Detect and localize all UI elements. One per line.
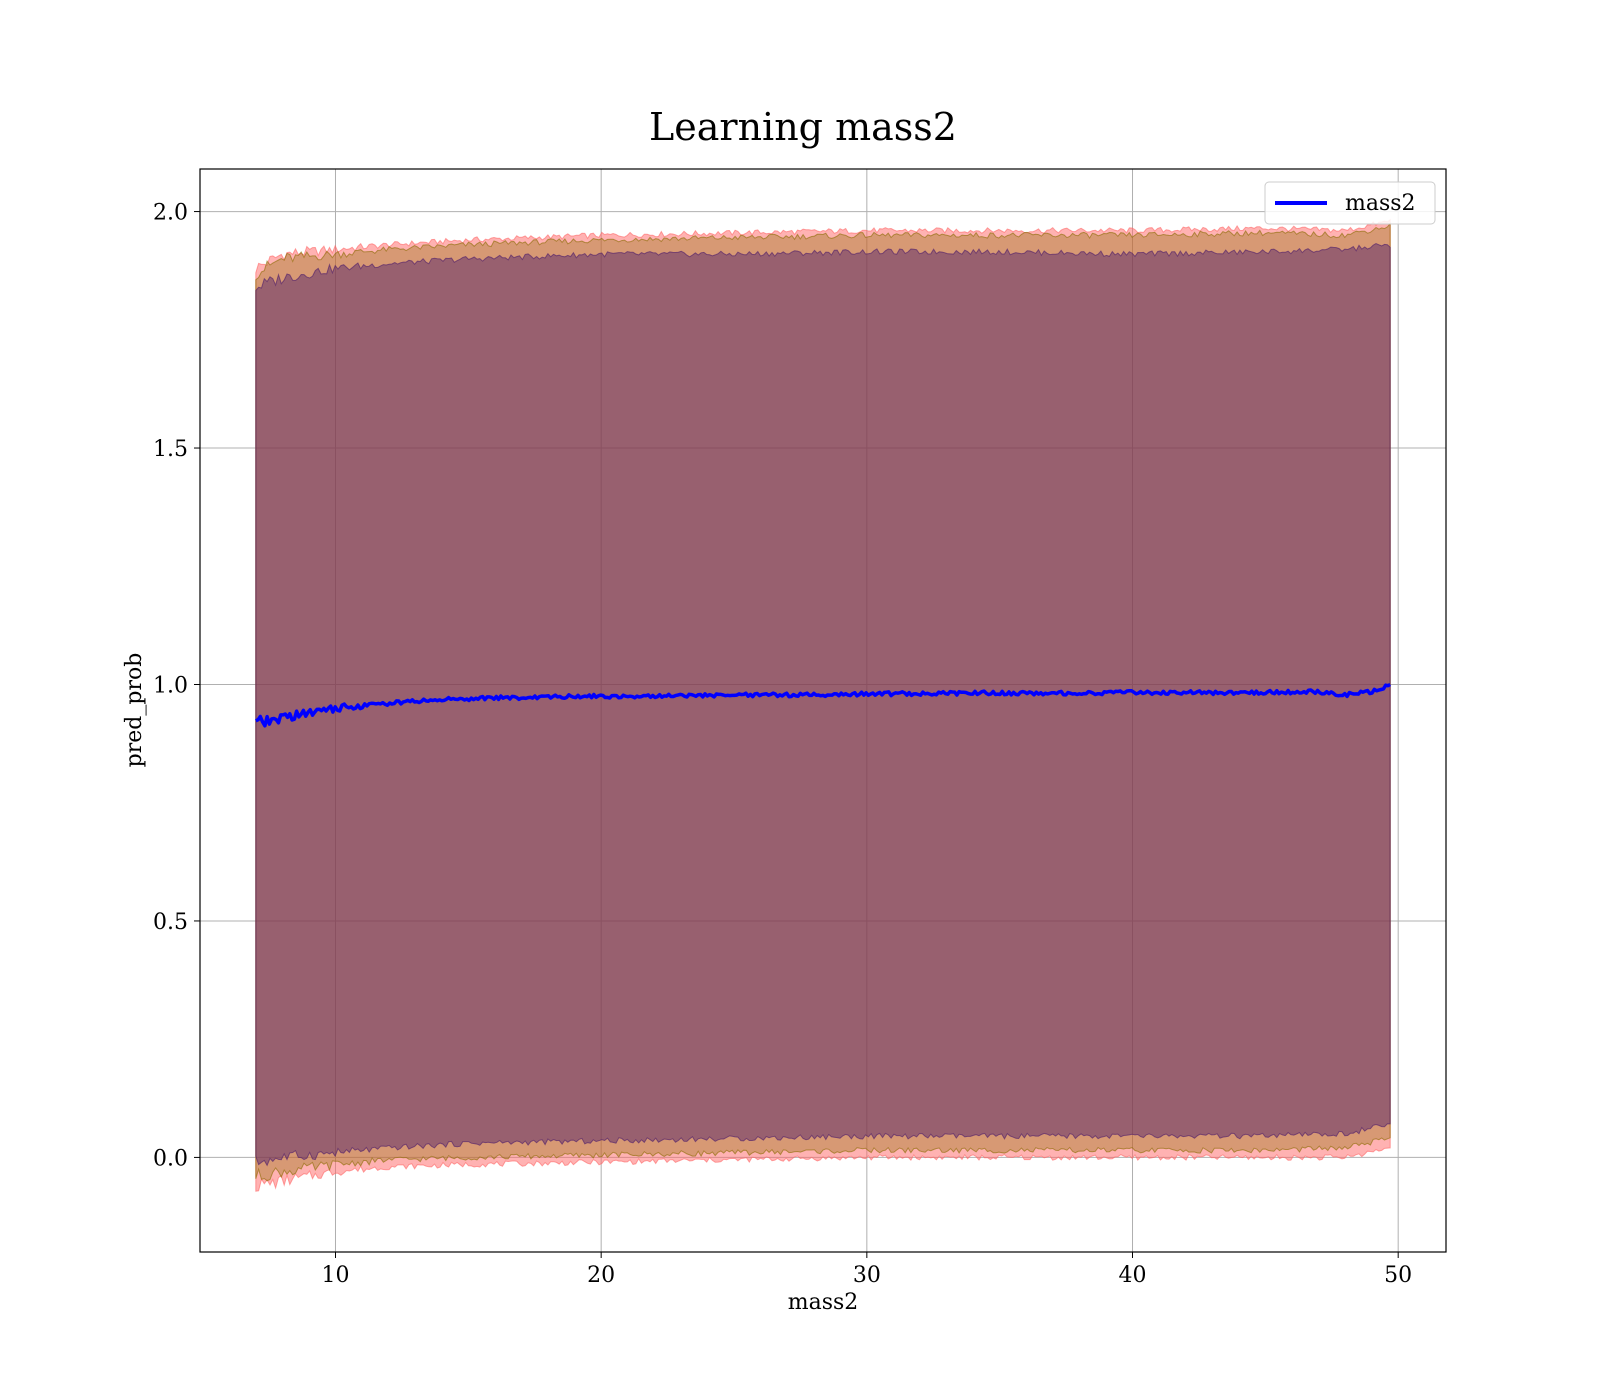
plot-frame (199, 168, 1447, 1253)
chart-title: Learning mass2 (649, 105, 957, 149)
axis-ticks: 10 20 30 40 50 0.0 0.5 1.0 1.5 2.0 (153, 201, 1412, 1288)
confidence-band-0 (255, 218, 1391, 1192)
x-axis-label: mass2 (788, 1290, 859, 1315)
confidence-band-2 (255, 243, 1391, 1167)
x-tick-label-4: 50 (1384, 1263, 1412, 1288)
y-tick-label-0: 0.0 (153, 1146, 188, 1171)
x-tick-label-2: 30 (853, 1263, 881, 1288)
y-tick-label-2: 1.0 (153, 673, 188, 698)
confidence-band-1 (255, 222, 1391, 1182)
x-tick-label-0: 10 (321, 1263, 349, 1288)
x-tick-label-1: 20 (587, 1263, 615, 1288)
legend-box (1264, 181, 1436, 225)
y-tick-label-3: 1.5 (153, 437, 188, 462)
y-tick-label-4: 2.0 (153, 201, 188, 226)
y-axis-label: pred_prob (122, 653, 147, 768)
plot-area (200, 169, 1446, 1252)
legend-label-mass2: mass2 (1345, 191, 1416, 216)
series-line-mass2 (255, 682, 1392, 728)
y-tick-label-1: 0.5 (153, 910, 188, 935)
legend: mass2 (1264, 181, 1436, 225)
x-tick-label-3: 40 (1119, 1263, 1147, 1288)
